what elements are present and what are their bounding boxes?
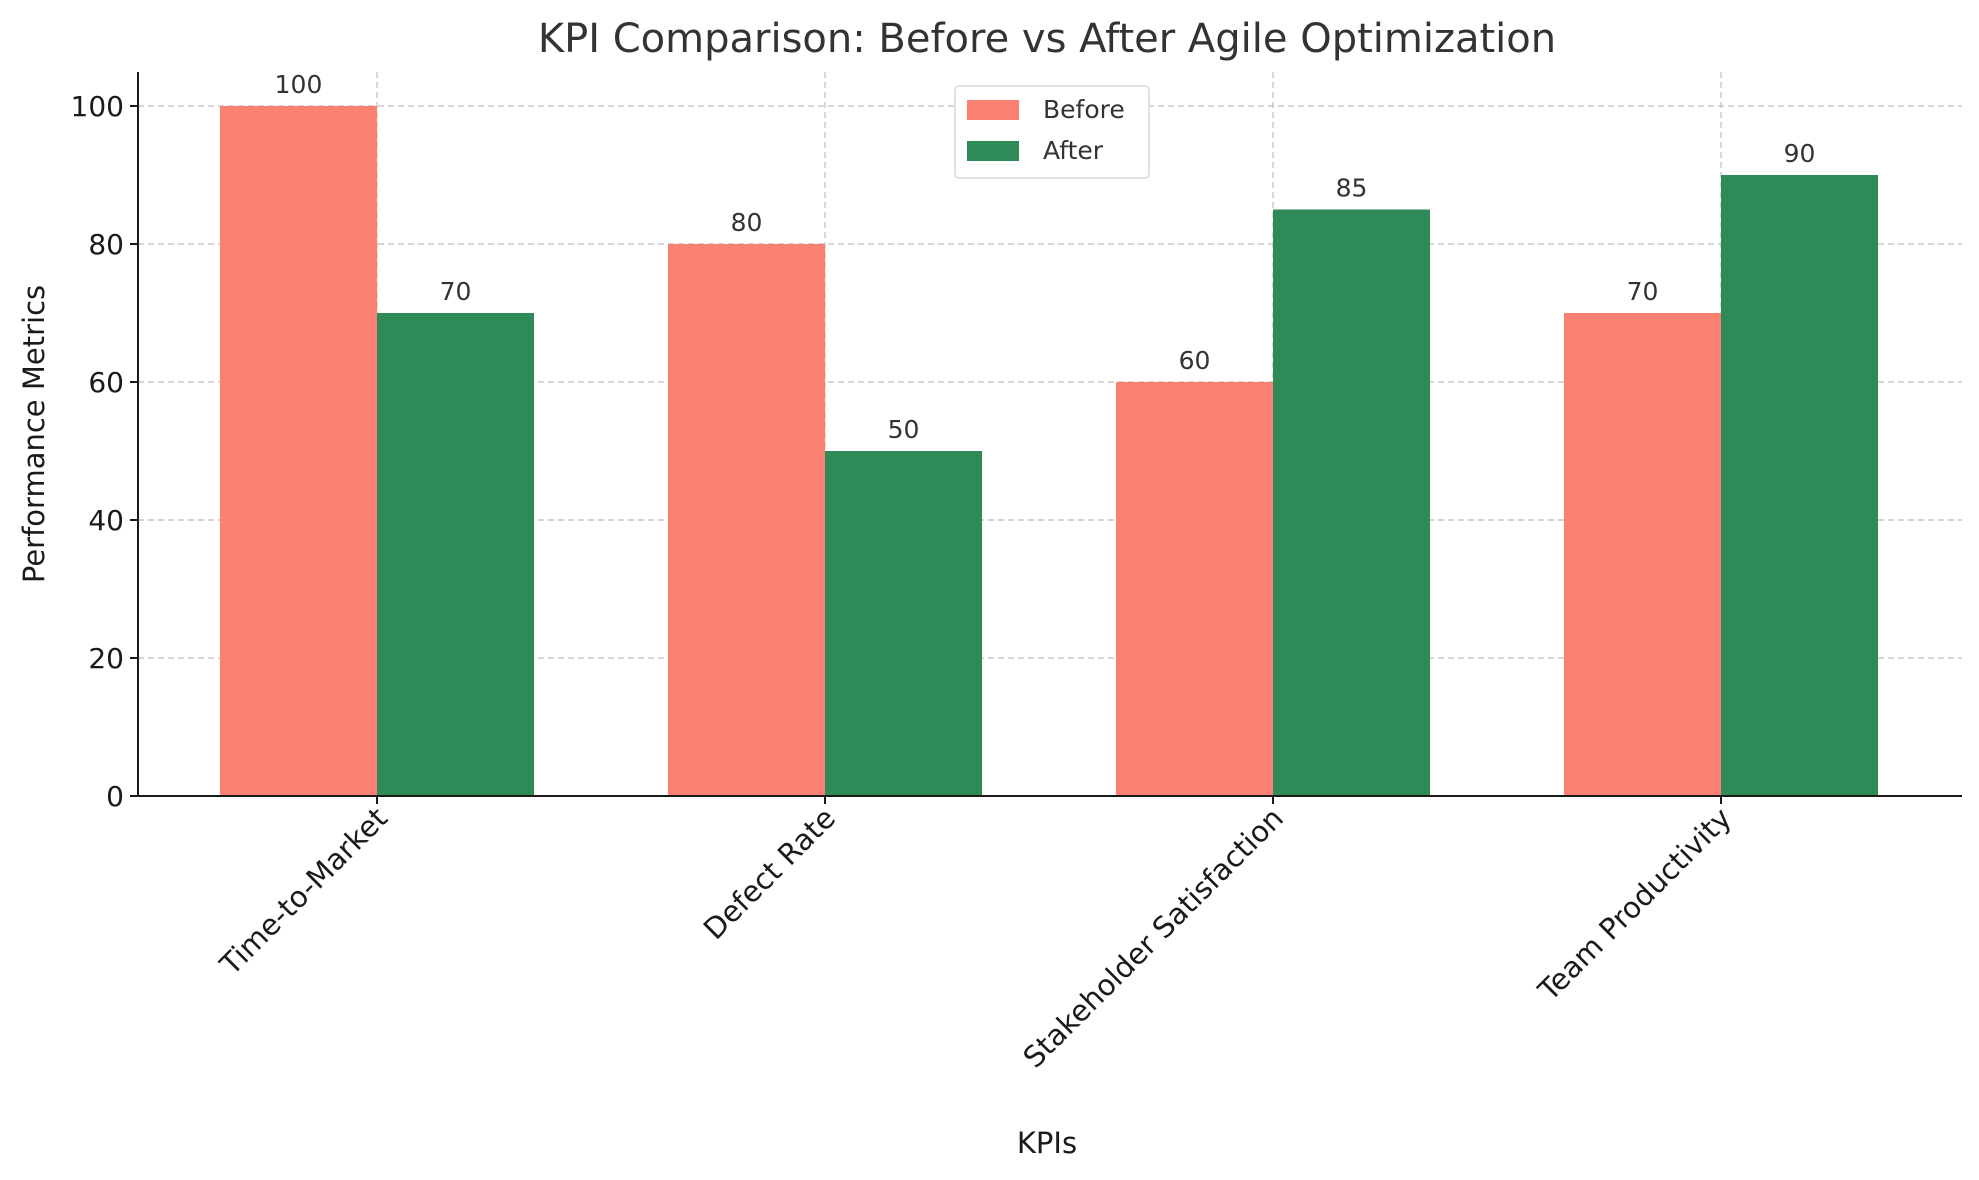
- bar-before-3: [1116, 382, 1273, 796]
- x-tick-label: Defect Rate: [697, 801, 842, 946]
- y-tick-label: 60: [88, 366, 124, 399]
- x-axis-label: KPIs: [1017, 1126, 1077, 1160]
- data-label-before-2: 80: [731, 208, 763, 237]
- data-label-before-4: 70: [1627, 277, 1659, 306]
- data-labels: 100 80 60 70 70 50 85 90: [275, 70, 1816, 444]
- legend-swatch-before: [967, 100, 1019, 120]
- y-tick-label: 20: [88, 642, 124, 675]
- y-tick-label: 0: [106, 780, 124, 813]
- bar-after-3: [1273, 209, 1430, 796]
- bars: [220, 106, 1878, 796]
- y-axis-label: Performance Metrics: [17, 285, 51, 583]
- legend: Before After: [954, 85, 1150, 179]
- y-tick-label: 80: [88, 228, 124, 261]
- bar-before-2: [668, 244, 825, 796]
- bar-before-4: [1564, 313, 1721, 796]
- bar-after-2: [825, 451, 982, 796]
- legend-label-after: After: [1043, 136, 1104, 165]
- data-label-after-1: 70: [440, 277, 472, 306]
- bar-before-1: [220, 106, 377, 796]
- data-label-before-3: 60: [1179, 346, 1211, 375]
- x-tick-label: Stakeholder Satisfaction: [1016, 801, 1290, 1075]
- y-tick-label: 100: [71, 90, 124, 123]
- chart-title: KPI Comparison: Before vs After Agile Op…: [538, 16, 1556, 62]
- data-label-after-3: 85: [1336, 174, 1368, 203]
- legend-label-before: Before: [1043, 95, 1125, 124]
- bar-after-4: [1721, 175, 1878, 796]
- data-label-after-4: 90: [1784, 139, 1816, 168]
- y-tick-label: 40: [88, 504, 124, 537]
- bar-after-1: [377, 313, 534, 796]
- data-label-before-1: 100: [275, 70, 323, 99]
- x-tick-label: Time-to-Market: [213, 801, 394, 982]
- data-label-after-2: 50: [888, 415, 920, 444]
- legend-swatch-after: [967, 141, 1019, 161]
- x-tick-label: Team Productivity: [1531, 801, 1738, 1008]
